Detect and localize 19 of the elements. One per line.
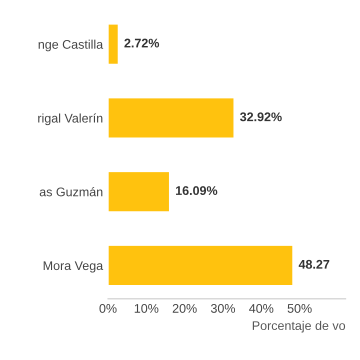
data-label: 32.92% <box>240 112 282 122</box>
bar <box>108 170 170 213</box>
x-tick-label: 0% <box>99 304 117 313</box>
data-label: 16.09% <box>176 186 218 196</box>
y-tick-label: as Guzmán <box>40 187 102 196</box>
bar <box>108 23 120 66</box>
x-tick-label: 10% <box>134 304 158 313</box>
x-tick-label: 30% <box>210 304 236 313</box>
y-tick-label: Mora Vega <box>44 261 104 273</box>
x-tick-label: 50% <box>288 304 312 313</box>
x-tick-label: 20% <box>172 304 197 313</box>
bar <box>108 96 235 139</box>
bar <box>108 244 294 286</box>
x-tick-label: 40% <box>249 304 274 313</box>
x-axis-title: Porcentaje de vo <box>252 320 346 333</box>
y-tick-label: rigal Valerín <box>38 113 102 126</box>
data-label: 48.27 <box>298 260 330 269</box>
y-tick-label: nge Castilla <box>38 40 104 52</box>
data-label: 2.72% <box>124 38 160 48</box>
